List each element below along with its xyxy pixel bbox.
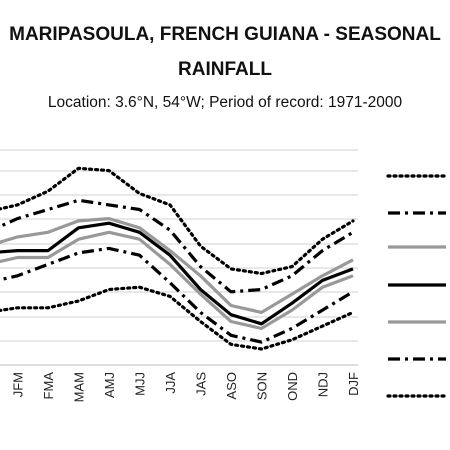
x-tick-label-4: AMJ: [102, 372, 117, 398]
x-tick-label-6: JJA: [163, 372, 178, 394]
chart-title-line-1: MARIPASOULA, FRENCH GUIANA - SEASONAL: [9, 24, 441, 45]
x-tick-label-3: MAM: [72, 372, 87, 402]
x-tick-label-1: JFM: [11, 372, 26, 397]
x-tick-label-5: MJJ: [133, 372, 148, 396]
series-line-7: [0, 285, 355, 351]
series-line-6: [0, 246, 354, 344]
x-tick-label-10: OND: [285, 372, 300, 401]
x-tick-label-11: NDJ: [316, 372, 331, 397]
x-tick-label-7: JAS: [194, 372, 209, 396]
series-line-3: [0, 217, 354, 314]
x-tick-label-9: SON: [255, 372, 270, 400]
series-line-5: [0, 230, 354, 330]
x-tick-label-2: FMA: [41, 372, 56, 400]
x-tick-label-12: DJF: [346, 372, 361, 396]
x-tick-label-8: ASO: [224, 372, 239, 399]
chart-title-line-2: RAINFALL: [178, 59, 272, 80]
series-line-4: [0, 221, 354, 326]
series-line-1: [0, 166, 355, 276]
chart-subtitle: Location: 3.6°N, 54°W; Period of record:…: [47, 94, 403, 111]
